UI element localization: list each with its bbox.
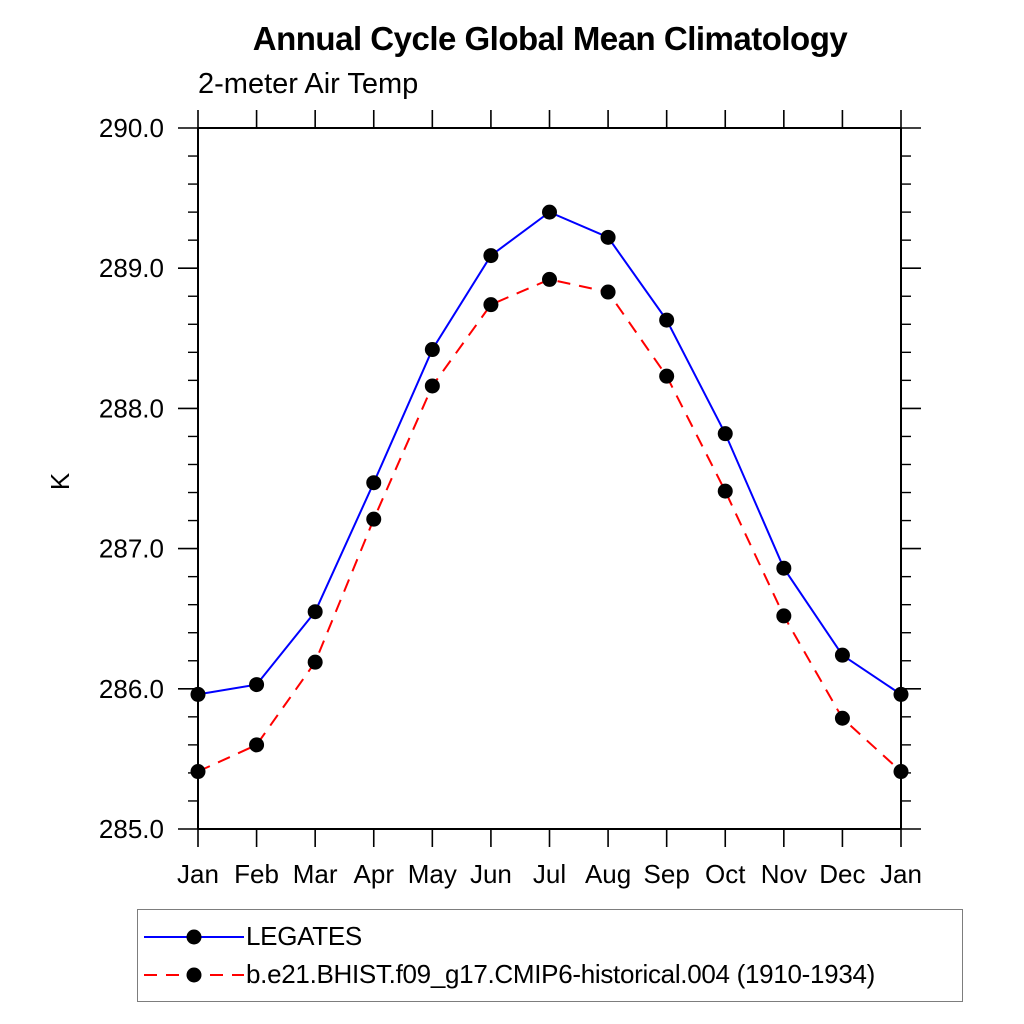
legend-item-1: b.e21.BHIST.f09_g17.CMIP6-historical.004…: [138, 959, 962, 991]
x-tick-label: Jun: [470, 859, 512, 889]
series-1-marker: [600, 284, 616, 300]
y-tick-label: 289.0: [99, 253, 164, 283]
series-0-marker: [893, 686, 909, 702]
x-tick-label: May: [408, 859, 457, 889]
series-1-marker: [542, 271, 557, 287]
series-1-marker: [893, 764, 909, 780]
y-tick-label: 290.0: [99, 113, 164, 143]
x-tick-label: Jan: [880, 859, 922, 889]
legend-item-0: LEGATES: [138, 921, 962, 953]
series-0-marker: [659, 312, 675, 328]
legend-marker-icon: [186, 929, 202, 944]
series-1-marker: [659, 368, 675, 384]
series-0-marker: [776, 560, 792, 576]
chart-title: Annual Cycle Global Mean Climatology: [252, 20, 848, 57]
series-1-marker: [483, 297, 499, 313]
x-tick-label: Feb: [234, 859, 279, 889]
series-0-marker: [190, 686, 206, 702]
series-0-marker: [249, 677, 265, 693]
series-0-marker: [542, 204, 557, 220]
series-1-marker: [249, 737, 265, 753]
x-tick-label: Jul: [533, 859, 566, 889]
series-1-marker: [834, 710, 850, 726]
series-1-marker: [366, 511, 382, 527]
series-1-marker: [776, 608, 792, 624]
series-0-marker: [600, 229, 616, 245]
series-line-1: [197, 278, 902, 773]
x-tick-label: Jan: [177, 859, 219, 889]
x-tick-label: Sep: [644, 859, 690, 889]
series-1-marker: [424, 378, 440, 394]
y-tick-label: 288.0: [99, 393, 164, 423]
x-tick-label: Oct: [705, 859, 746, 889]
y-tick-label: 286.0: [99, 674, 164, 704]
y-tick-label: 285.0: [99, 814, 164, 844]
series-1-marker: [307, 654, 323, 670]
series-1-marker: [190, 764, 206, 780]
x-tick-label: Nov: [761, 859, 807, 889]
series-0-marker: [717, 426, 733, 442]
legend-label-1: b.e21.BHIST.f09_g17.CMIP6-historical.004…: [246, 959, 875, 989]
series-1-marker: [717, 483, 733, 499]
series-0-marker: [483, 248, 499, 264]
legend-label-0: LEGATES: [246, 921, 362, 951]
series-0-marker: [307, 604, 323, 620]
x-tick-label: Dec: [819, 859, 865, 889]
legend-box: LEGATES b.e21.BHIST.f09_g17.CMIP6-histori…: [137, 909, 963, 1002]
chart-subtitle: 2-meter Air Temp: [198, 68, 419, 100]
legend-marker-icon: [186, 967, 202, 982]
legend-line-sample-0: [144, 929, 244, 944]
x-tick-label: Aug: [585, 859, 631, 889]
x-tick-label: Mar: [293, 859, 338, 889]
legend-line-sample-1: [144, 967, 244, 982]
series-0-marker: [424, 342, 440, 358]
y-tick-label: 287.0: [99, 534, 164, 564]
x-tick-label: Apr: [354, 859, 395, 889]
series-0-marker: [834, 647, 850, 663]
series-0-marker: [366, 475, 382, 491]
